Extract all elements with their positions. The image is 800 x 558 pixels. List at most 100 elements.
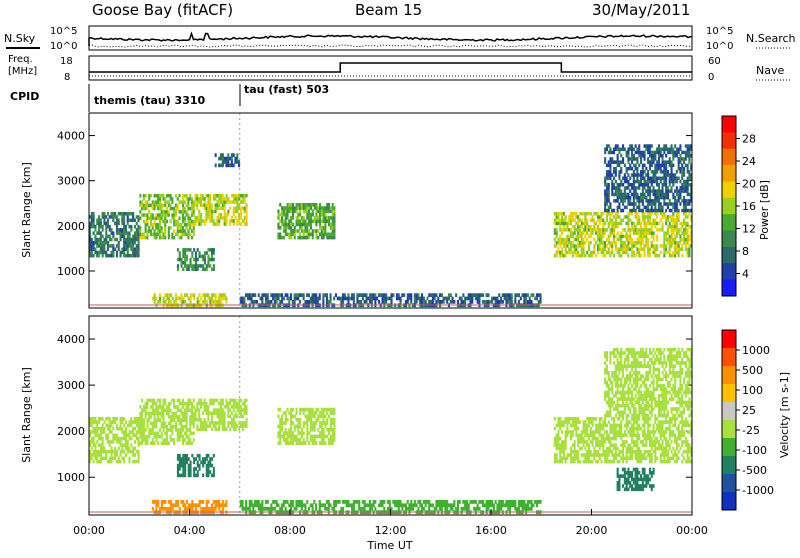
echo-cell bbox=[577, 225, 579, 229]
echo-cell bbox=[688, 144, 690, 148]
echo-cell bbox=[308, 507, 310, 511]
echo-cell bbox=[120, 420, 122, 424]
echo-cell bbox=[279, 203, 281, 207]
echo-cell bbox=[98, 254, 100, 258]
echo-cell bbox=[559, 219, 561, 223]
echo-cell bbox=[681, 238, 683, 242]
echo-cell bbox=[161, 213, 163, 217]
echo-cell bbox=[209, 424, 211, 428]
echo-cell bbox=[205, 213, 207, 217]
echo-cell bbox=[635, 167, 637, 171]
echo-cell bbox=[111, 215, 113, 219]
echo-cell bbox=[618, 238, 620, 242]
echo-cell bbox=[168, 226, 170, 230]
echo-cell bbox=[129, 254, 131, 258]
echo-cell bbox=[622, 183, 624, 187]
echo-cell bbox=[277, 431, 279, 435]
echo-cell bbox=[606, 430, 608, 434]
echo-cell bbox=[195, 415, 197, 419]
echo-cell bbox=[369, 297, 371, 301]
echo-cell bbox=[414, 500, 416, 504]
echo-cell bbox=[644, 228, 646, 232]
echo-cell bbox=[200, 216, 202, 220]
echo-cell bbox=[220, 412, 222, 416]
echo-cell bbox=[213, 219, 215, 223]
echo-cell bbox=[620, 154, 622, 158]
echo-cell bbox=[651, 157, 653, 161]
echo-cell bbox=[198, 408, 200, 412]
echo-cell bbox=[687, 248, 689, 252]
echo-cell bbox=[667, 206, 669, 210]
echo-cell bbox=[321, 219, 323, 223]
echo-cell bbox=[323, 415, 325, 419]
echo-cell bbox=[332, 236, 334, 240]
echo-cell bbox=[173, 207, 175, 211]
echo-cell bbox=[654, 193, 656, 197]
echo-cell bbox=[98, 443, 100, 447]
echo-cell bbox=[251, 503, 253, 507]
echo-cell bbox=[188, 470, 190, 474]
echo-cell bbox=[665, 164, 667, 168]
echo-cell bbox=[663, 248, 665, 252]
echo-cell bbox=[218, 507, 220, 511]
echo-cell bbox=[626, 151, 628, 155]
echo-cell bbox=[597, 430, 599, 434]
echo-cell bbox=[290, 441, 292, 445]
echo-cell bbox=[215, 297, 217, 301]
echo-cell bbox=[299, 293, 301, 297]
echo-cell bbox=[91, 417, 93, 421]
echo-cell bbox=[518, 293, 520, 297]
echo-cell bbox=[103, 212, 105, 216]
echo-cell bbox=[588, 241, 590, 245]
echo-cell bbox=[295, 293, 297, 297]
echo-cell bbox=[186, 454, 188, 458]
echo-cell bbox=[195, 197, 197, 201]
echo-cell bbox=[310, 408, 312, 412]
echo-cell bbox=[583, 430, 585, 434]
echo-cell bbox=[663, 251, 665, 255]
echo-cell bbox=[111, 231, 113, 235]
echo-cell bbox=[649, 151, 651, 155]
echo-cell bbox=[665, 219, 667, 223]
echo-cell bbox=[177, 432, 179, 436]
echo-cell bbox=[606, 453, 608, 457]
echo-cell bbox=[227, 197, 229, 201]
echo-cell bbox=[676, 222, 678, 226]
echo-cell bbox=[162, 194, 164, 198]
echo-cell bbox=[414, 503, 416, 507]
echo-cell bbox=[627, 148, 629, 152]
echo-cell bbox=[638, 219, 640, 223]
echo-cell bbox=[138, 440, 140, 444]
echo-cell bbox=[166, 297, 168, 301]
echo-cell bbox=[269, 507, 271, 511]
echo-cell bbox=[100, 241, 102, 245]
echo-cell bbox=[199, 293, 201, 297]
echo-cell bbox=[116, 437, 118, 441]
echo-cell bbox=[471, 293, 473, 297]
echo-cell bbox=[626, 180, 628, 184]
echo-cell bbox=[644, 180, 646, 184]
echo-cell bbox=[102, 427, 104, 431]
echo-cell bbox=[125, 453, 127, 457]
echo-cell bbox=[685, 231, 687, 235]
echo-cell bbox=[626, 248, 628, 252]
echo-cell bbox=[205, 203, 207, 207]
echo-cell bbox=[193, 432, 195, 436]
echo-cell bbox=[599, 241, 601, 245]
echo-cell bbox=[168, 194, 170, 198]
echo-cell bbox=[173, 220, 175, 224]
echo-cell bbox=[98, 427, 100, 431]
echo-cell bbox=[638, 231, 640, 235]
echo-cell bbox=[279, 441, 281, 445]
echo-cell bbox=[200, 418, 202, 422]
echo-cell bbox=[572, 460, 574, 464]
echo-cell bbox=[566, 241, 568, 245]
echo-cell bbox=[631, 151, 633, 155]
echo-cell bbox=[514, 297, 516, 301]
echo-cell bbox=[679, 228, 681, 232]
echo-cell bbox=[155, 422, 157, 426]
echo-cell bbox=[408, 507, 410, 511]
echo-cell bbox=[615, 173, 617, 177]
echo-cell bbox=[171, 233, 173, 237]
echo-cell bbox=[222, 197, 224, 201]
